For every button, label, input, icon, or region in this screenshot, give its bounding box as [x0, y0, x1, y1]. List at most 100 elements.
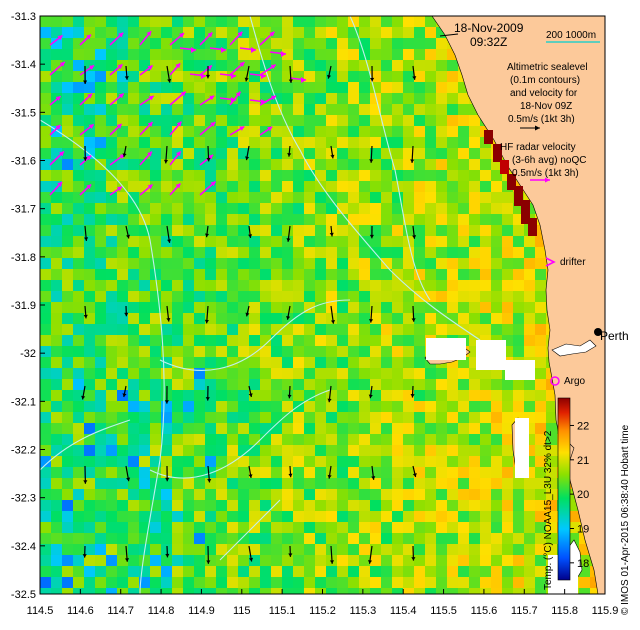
sst-pixel — [95, 214, 106, 225]
sst-pixel — [282, 93, 293, 104]
sst-pixel — [315, 93, 326, 104]
sst-pixel — [359, 489, 370, 500]
sst-pixel — [315, 390, 326, 401]
sst-pixel — [117, 544, 128, 555]
sst-pixel — [260, 82, 271, 93]
sst-pixel — [95, 27, 106, 38]
sst-pixel — [216, 269, 227, 280]
sst-pixel — [117, 412, 128, 423]
sst-pixel — [392, 38, 403, 49]
sst-pixel — [183, 291, 194, 302]
sst-pixel — [480, 456, 491, 467]
sst-pixel — [414, 324, 425, 335]
sst-pixel — [40, 533, 51, 544]
sst-pixel — [106, 27, 117, 38]
sst-pixel — [348, 412, 359, 423]
hf-arrow — [249, 73, 267, 79]
sst-pixel — [227, 456, 238, 467]
sst-pixel — [293, 137, 304, 148]
sst-pixel — [95, 71, 106, 82]
sst-pixel — [139, 192, 150, 203]
sst-pixel — [172, 379, 183, 390]
sst-pixel — [51, 225, 62, 236]
sst-pixel — [194, 82, 205, 93]
sst-pixel — [139, 137, 150, 148]
sst-pixel — [95, 16, 106, 27]
sst-pixel — [414, 82, 425, 93]
sst-pixel — [480, 511, 491, 522]
sst-pixel — [95, 434, 106, 445]
sst-pixel — [249, 313, 260, 324]
sst-pixel — [62, 500, 73, 511]
sst-pixel — [447, 412, 458, 423]
sst-pixel — [139, 368, 150, 379]
sst-pixel — [84, 522, 95, 533]
sst-pixel — [480, 489, 491, 500]
sst-pixel — [392, 214, 403, 225]
sst-pixel — [337, 335, 348, 346]
sst-pixel — [524, 280, 535, 291]
altimetry-arrow — [206, 545, 211, 564]
sst-pixel — [326, 82, 337, 93]
sst-pixel — [161, 500, 172, 511]
sst-pixel — [546, 390, 557, 401]
altimetry-arrow — [368, 385, 373, 399]
sst-pixel — [359, 577, 370, 588]
sst-pixel — [205, 170, 216, 181]
sst-pixel — [117, 49, 128, 60]
altimetry-arrow — [207, 465, 212, 483]
sst-pixel — [95, 467, 106, 478]
sst-pixel — [436, 379, 447, 390]
sst-pixel — [249, 489, 260, 500]
altimetry-arrow — [166, 65, 172, 83]
lon-tick-label: 114.8 — [148, 605, 175, 617]
sst-pixel — [150, 27, 161, 38]
altimetry-arrow — [122, 145, 127, 158]
hf-arrow — [249, 99, 267, 105]
hf-arrow — [259, 63, 277, 76]
sst-pixel — [260, 434, 271, 445]
sst-pixel — [480, 445, 491, 456]
altimetry-arrow — [248, 465, 253, 479]
sst-pixel — [238, 544, 249, 555]
hf-arrow — [139, 95, 155, 106]
sst-pixel — [227, 357, 238, 368]
sst-pixel — [139, 588, 150, 594]
sst-pixel — [139, 555, 150, 566]
sst-pixel — [370, 401, 381, 412]
sst-pixel — [238, 214, 249, 225]
sst-pixel — [282, 588, 293, 594]
sst-pixel — [62, 445, 73, 456]
sst-pixel — [40, 313, 51, 324]
sst-pixel — [337, 401, 348, 412]
sst-pixel — [227, 346, 238, 357]
sst-pixel — [62, 533, 73, 544]
sst-pixel — [95, 93, 106, 104]
sst-pixel — [491, 302, 502, 313]
sst-pixel — [392, 82, 403, 93]
sst-pixel — [227, 148, 238, 159]
sst-pixel — [271, 192, 282, 203]
sst-pixel — [73, 522, 84, 533]
sst-pixel — [139, 533, 150, 544]
sst-pixel — [348, 82, 359, 93]
sst-pixel — [139, 159, 150, 170]
sst-pixel — [227, 214, 238, 225]
sst-pixel — [392, 412, 403, 423]
sst-pixel — [381, 236, 392, 247]
sst-pixel — [271, 27, 282, 38]
sst-pixel — [84, 170, 95, 181]
sst-pixel — [293, 203, 304, 214]
sst-pixel — [106, 291, 117, 302]
sst-pixel — [392, 247, 403, 258]
altimetry-arrow — [204, 305, 209, 324]
sst-pixel — [40, 126, 51, 137]
sst-pixel — [458, 181, 469, 192]
sst-pixel — [183, 434, 194, 445]
sst-pixel — [249, 126, 260, 137]
sst-pixel — [326, 390, 337, 401]
sst-pixel — [370, 115, 381, 126]
sst-pixel — [128, 500, 139, 511]
sst-pixel — [381, 555, 392, 566]
sst-pixel — [62, 49, 73, 60]
